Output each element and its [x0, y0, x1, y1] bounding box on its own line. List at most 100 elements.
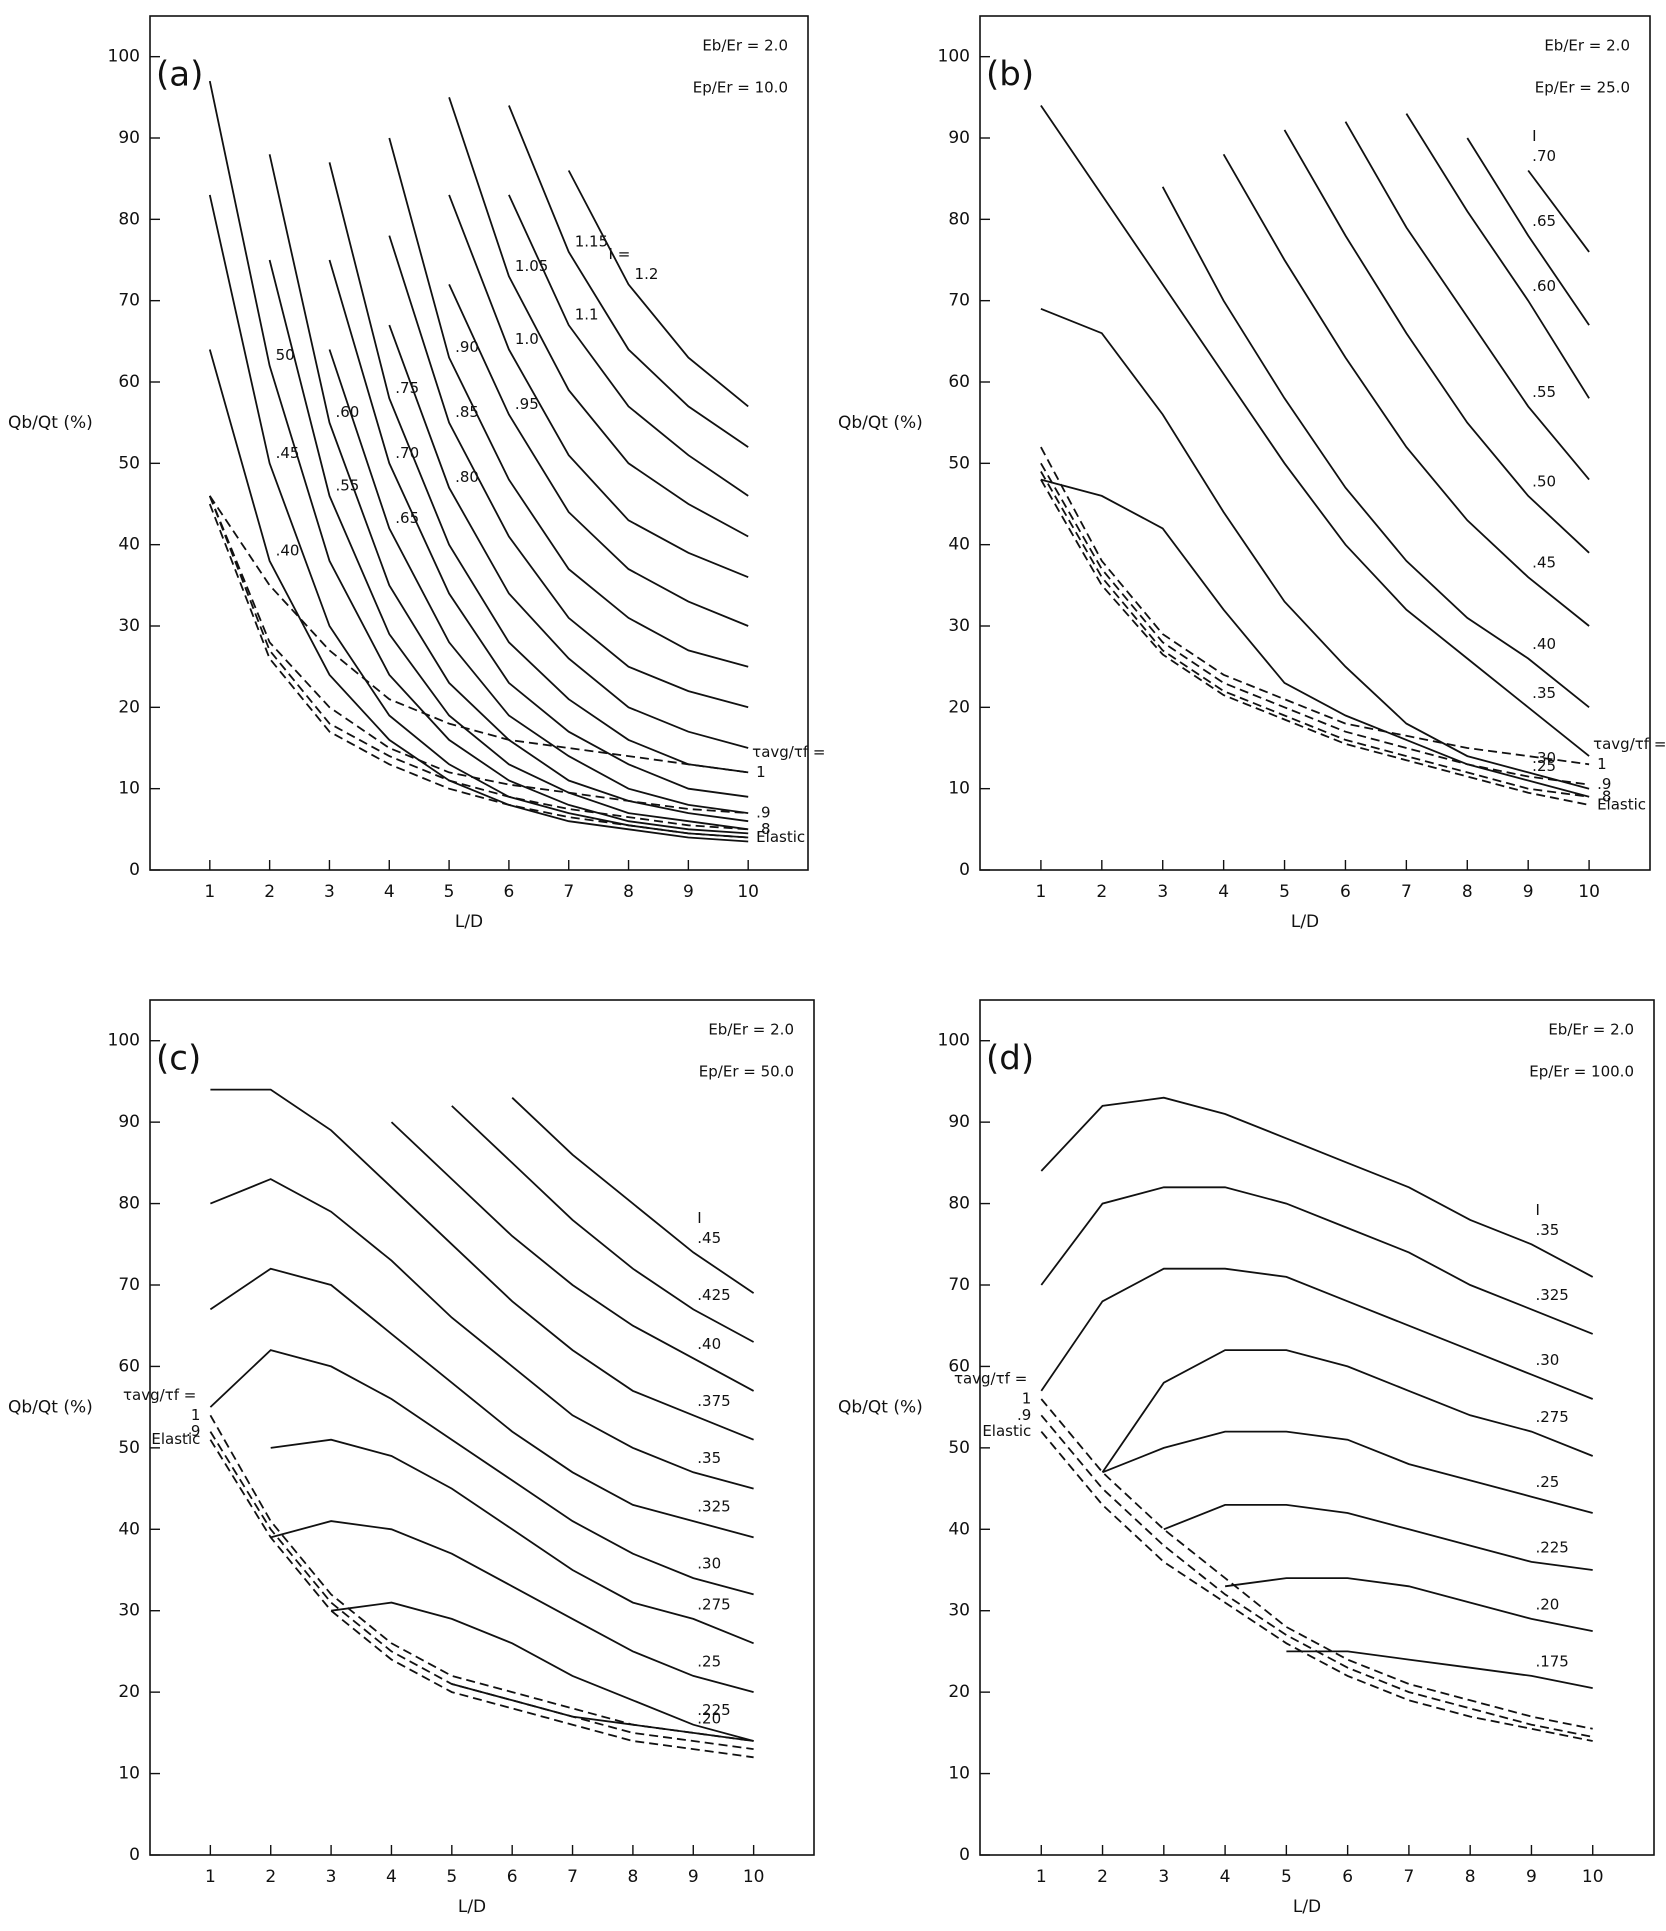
curve [328, 162, 749, 774]
curve-label: Elastic [1597, 795, 1646, 813]
curve [1466, 137, 1590, 326]
y-tick-label: 100 [938, 1031, 970, 1051]
y-tick-label: 10 [948, 779, 970, 799]
x-tick-label: 7 [563, 882, 574, 902]
y-tick-label: 10 [118, 1764, 140, 1784]
ratio-label: τavg/τf = [123, 1386, 196, 1404]
y-tick-label: 60 [118, 1356, 140, 1376]
curve-label: .25 [1532, 757, 1556, 775]
x-tick-label: 8 [623, 882, 634, 902]
x-tick-label: 9 [1523, 882, 1534, 902]
curve-label: .325 [697, 1498, 730, 1516]
x-tick-label: 3 [326, 1867, 337, 1887]
y-tick-label: 20 [118, 697, 140, 717]
y-tick-label: 20 [118, 1682, 140, 1702]
curve-label: .375 [697, 1392, 730, 1410]
ratio-label: τavg/τf = [954, 1370, 1027, 1388]
dashed-curve [208, 503, 749, 839]
curve [209, 1349, 754, 1596]
y-axis-label: Qb/Qt (%) [8, 413, 93, 433]
x-tick-label: 4 [384, 882, 395, 902]
x-tick-label: 7 [1401, 882, 1412, 902]
curve-label: .70 [395, 444, 419, 462]
y-tick-label: 80 [948, 209, 970, 229]
eb-ratio: Eb/Er = 2.0 [1544, 37, 1630, 55]
y-tick-label: 40 [948, 1519, 970, 1539]
y-tick-label: 80 [118, 209, 140, 229]
curve-label: .30 [1535, 1351, 1559, 1369]
plot-frame [979, 999, 1655, 1856]
curve [328, 259, 749, 798]
curve [209, 1267, 754, 1539]
curve [1040, 307, 1590, 790]
curve-label: .70 [1532, 147, 1556, 165]
curve [1040, 104, 1590, 757]
curve-label: .40 [276, 541, 300, 559]
x-tick-label: 10 [743, 1867, 765, 1887]
x-tick-label: 3 [1158, 1867, 1169, 1887]
curve-label: .60 [1532, 277, 1556, 295]
y-tick-label: 20 [948, 697, 970, 717]
x-tick-label: 4 [1220, 1867, 1231, 1887]
dashed-curve [1040, 1414, 1593, 1738]
curve-label: .325 [1535, 1286, 1568, 1304]
x-axis-label: L/D [458, 1897, 486, 1917]
curve-label: .65 [395, 509, 419, 527]
y-axis-label: Qb/Qt (%) [8, 1398, 93, 1418]
y-tick-label: 40 [118, 1519, 140, 1539]
curve [1405, 113, 1590, 399]
x-tick-label: 3 [324, 882, 335, 902]
curve-label: .65 [1532, 212, 1556, 230]
x-tick-label: 6 [1340, 882, 1351, 902]
x-tick-label: 6 [507, 1867, 518, 1887]
y-tick-label: 50 [118, 1438, 140, 1458]
curve-label: 1.2 [635, 265, 659, 283]
y-tick-label: 10 [948, 1764, 970, 1784]
y-tick-label: 60 [118, 372, 140, 392]
curve-label: .9 [1017, 1406, 1031, 1424]
curve-label: Elastic [982, 1422, 1031, 1440]
x-tick-label: 8 [627, 1867, 638, 1887]
curve [1040, 478, 1590, 798]
x-tick-label: 5 [1279, 882, 1290, 902]
y-tick-label: 60 [948, 372, 970, 392]
curve-label: .40 [1532, 635, 1556, 653]
x-tick-label: 1 [204, 882, 215, 902]
curve-label: .225 [697, 1701, 730, 1719]
curve-label: 1.0 [515, 330, 539, 348]
x-tick-label: 6 [503, 882, 514, 902]
curve-label: Elastic [756, 828, 805, 846]
curve [330, 1601, 754, 1742]
y-tick-label: 30 [118, 1601, 140, 1621]
x-tick-label: 10 [737, 882, 759, 902]
curve-label: .25 [1535, 1473, 1559, 1491]
curve [448, 284, 749, 627]
y-tick-label: 90 [118, 128, 140, 148]
curve [210, 1088, 754, 1441]
x-tick-label: 1 [205, 1867, 216, 1887]
curve [388, 235, 749, 709]
curve-label: .225 [1535, 1538, 1568, 1556]
curve-label: .45 [276, 444, 300, 462]
y-tick-label: 100 [938, 47, 970, 67]
x-axis-label: L/D [1291, 912, 1319, 932]
curve [1527, 169, 1590, 253]
y-tick-label: 90 [948, 1112, 970, 1132]
ep-ratio: Ep/Er = 100.0 [1529, 1063, 1634, 1081]
y-tick-label: 50 [948, 453, 970, 473]
curve-label: .275 [1535, 1408, 1568, 1426]
y-tick-label: 40 [118, 535, 140, 555]
curve-label: .25 [697, 1652, 721, 1670]
curve-label: .8 [1597, 787, 1611, 805]
curve-label: .40 [697, 1335, 721, 1353]
dashed-curve [1040, 462, 1590, 786]
y-axis-label: Qb/Qt (%) [838, 1398, 923, 1418]
panel-title: (a) [156, 55, 203, 95]
y-tick-label: 70 [948, 291, 970, 311]
x-tick-label: 4 [386, 1867, 397, 1887]
curve-label: 1 [191, 1406, 201, 1424]
dashed-curve [1040, 1431, 1593, 1742]
curve [448, 97, 749, 538]
x-tick-label: 9 [688, 1867, 699, 1887]
